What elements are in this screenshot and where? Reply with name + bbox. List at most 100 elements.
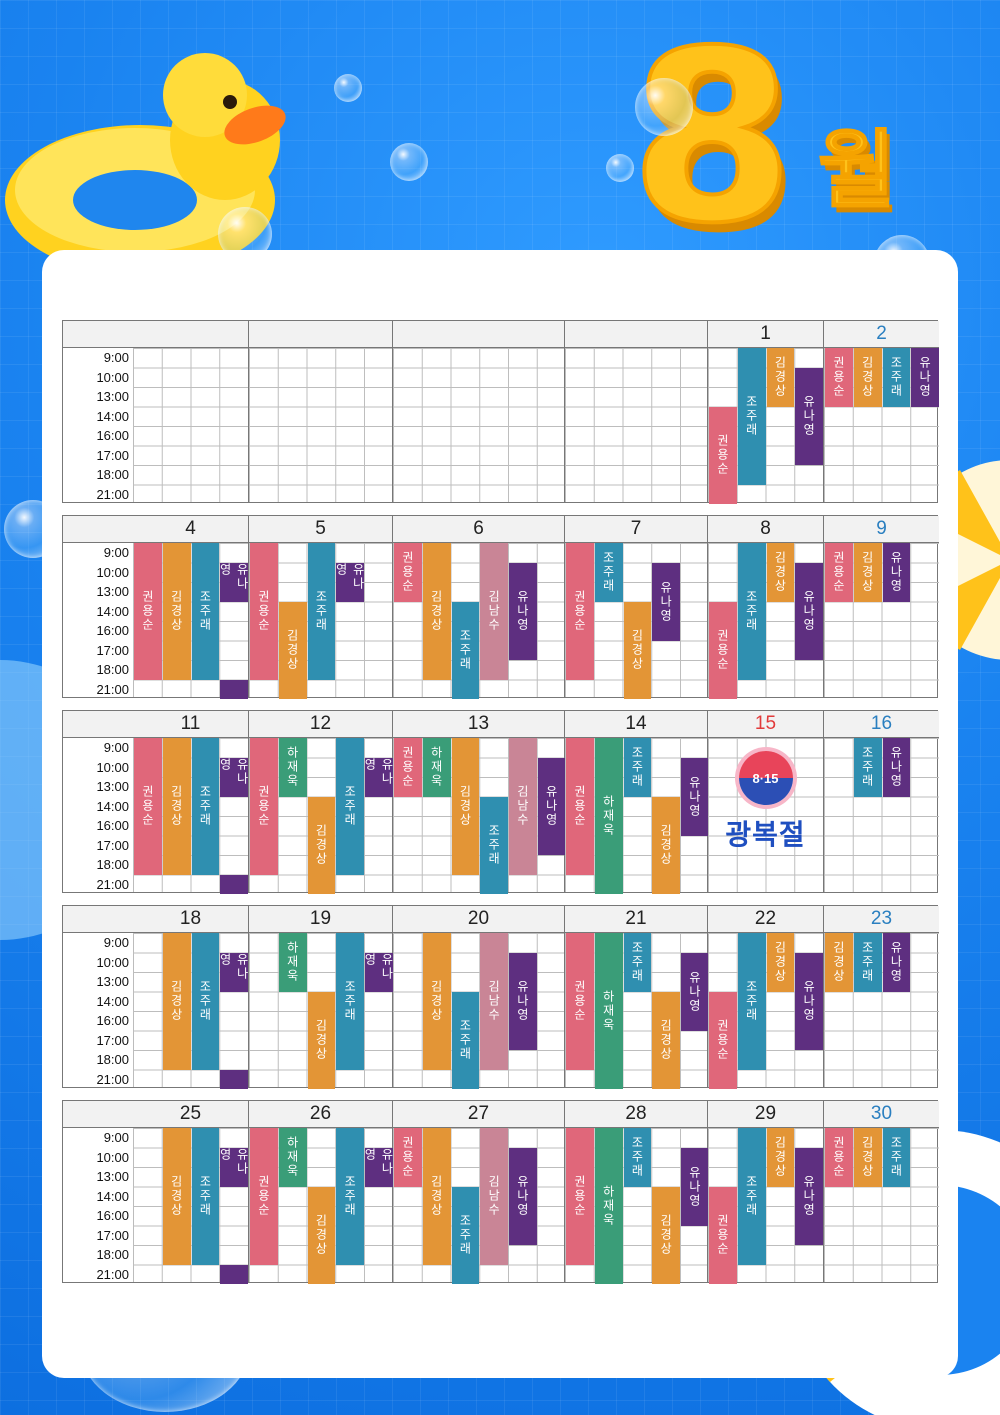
shift-bar[interactable]: 권용순 — [250, 543, 278, 680]
shift-bar[interactable]: 유나영 — [882, 543, 911, 602]
shift-bar[interactable]: 조주래 — [336, 738, 364, 875]
shift-bar[interactable]: 김경상 — [766, 348, 795, 407]
shift-bar[interactable]: 유나영 — [795, 367, 823, 465]
shift-bar[interactable]: 권용순 — [250, 1128, 278, 1265]
shift-bar[interactable]: 김경상 — [307, 796, 336, 894]
shift-bar[interactable]: 권용순 — [394, 1128, 422, 1187]
shift-bar[interactable]: 김경상 — [766, 933, 795, 992]
shift-bar[interactable]: 김경상 — [162, 738, 191, 875]
shift-bar[interactable]: 김경상 — [162, 543, 191, 680]
shift-bar[interactable]: 하재욱 — [278, 738, 307, 797]
shift-bar[interactable]: 김경상 — [766, 543, 795, 602]
shift-bar[interactable] — [220, 874, 248, 894]
shift-bar[interactable]: 권용순 — [709, 406, 737, 504]
shift-bar[interactable]: 김경상 — [766, 1128, 795, 1187]
shift-bar[interactable] — [220, 679, 248, 699]
shift-bar[interactable]: 하재욱 — [278, 1128, 307, 1187]
shift-bar[interactable]: 조주래 — [336, 933, 364, 1070]
shift-bar[interactable]: 권용순 — [566, 933, 594, 1070]
shift-bar[interactable]: 하재욱 — [278, 933, 307, 992]
shift-bar[interactable]: 유나영 — [509, 562, 537, 660]
shift-bar[interactable]: 권용순 — [566, 543, 594, 680]
shift-bar[interactable]: 유나영 — [363, 757, 394, 797]
shift-bar[interactable]: 김남수 — [480, 543, 508, 680]
shift-bar[interactable]: 권용순 — [250, 738, 278, 875]
shift-bar[interactable]: 유나영 — [218, 952, 249, 992]
shift-bar[interactable]: 조주래 — [737, 348, 766, 485]
shift-bar[interactable]: 조주래 — [737, 933, 766, 1070]
shift-bar[interactable]: 권용순 — [709, 991, 737, 1089]
shift-bar[interactable]: 조주래 — [451, 601, 480, 699]
shift-bar[interactable]: 김경상 — [422, 1128, 451, 1265]
shift-bar[interactable]: 김경상 — [652, 796, 680, 894]
shift-bar[interactable]: 김경상 — [825, 933, 853, 992]
shift-bar[interactable]: 조주래 — [191, 1128, 220, 1265]
shift-bar[interactable]: 권용순 — [134, 543, 162, 680]
shift-bar[interactable]: 유나영 — [509, 952, 537, 1050]
shift-bar[interactable]: 조주래 — [737, 1128, 766, 1265]
shift-bar[interactable]: 하재욱 — [594, 738, 623, 894]
shift-bar[interactable]: 조주래 — [623, 933, 652, 992]
shift-bar[interactable]: 김경상 — [652, 991, 680, 1089]
shift-bar[interactable]: 조주래 — [191, 933, 220, 1070]
shift-bar[interactable]: 조주래 — [853, 933, 882, 992]
shift-bar[interactable]: 권용순 — [825, 1128, 853, 1187]
shift-bar[interactable]: 권용순 — [394, 543, 422, 602]
shift-bar[interactable]: 김경상 — [623, 601, 652, 699]
shift-bar[interactable]: 유나영 — [795, 1147, 823, 1245]
shift-bar[interactable]: 유나영 — [218, 562, 249, 602]
shift-bar[interactable]: 권용순 — [134, 738, 162, 875]
shift-bar[interactable]: 조주래 — [451, 991, 480, 1089]
shift-bar[interactable]: 유나영 — [911, 348, 939, 407]
shift-bar[interactable]: 권용순 — [566, 1128, 594, 1265]
shift-bar[interactable]: 하재욱 — [594, 1128, 623, 1284]
shift-bar[interactable]: 김경상 — [652, 1186, 680, 1284]
shift-bar[interactable]: 유나영 — [363, 952, 394, 992]
shift-bar[interactable]: 유나영 — [218, 757, 249, 797]
shift-bar[interactable]: 권용순 — [709, 601, 737, 699]
shift-bar[interactable]: 유나영 — [681, 757, 709, 836]
shift-bar[interactable] — [220, 1264, 248, 1284]
shift-bar[interactable]: 조주래 — [451, 1186, 480, 1284]
shift-bar[interactable]: 김남수 — [480, 933, 508, 1070]
shift-bar[interactable] — [220, 1069, 248, 1089]
shift-bar[interactable]: 김남수 — [509, 738, 537, 875]
shift-bar[interactable]: 권용순 — [825, 348, 853, 407]
shift-bar[interactable]: 권용순 — [394, 738, 422, 797]
shift-bar[interactable]: 김경상 — [422, 543, 451, 680]
shift-bar[interactable]: 조주래 — [737, 543, 766, 680]
shift-bar[interactable]: 조주래 — [882, 348, 911, 407]
shift-bar[interactable]: 하재욱 — [594, 933, 623, 1089]
shift-bar[interactable]: 김경상 — [422, 933, 451, 1070]
shift-bar[interactable]: 조주래 — [882, 1128, 911, 1187]
shift-bar[interactable]: 조주래 — [336, 1128, 364, 1265]
shift-bar[interactable]: 권용순 — [566, 738, 594, 875]
shift-bar[interactable]: 조주래 — [191, 738, 220, 875]
shift-bar[interactable]: 조주래 — [623, 1128, 652, 1187]
shift-bar[interactable]: 권용순 — [825, 543, 853, 602]
shift-bar[interactable]: 유나영 — [509, 1147, 537, 1245]
shift-bar[interactable]: 김경상 — [853, 543, 882, 602]
shift-bar[interactable]: 김경상 — [307, 1186, 336, 1284]
shift-bar[interactable]: 김경상 — [162, 933, 191, 1070]
shift-bar[interactable]: 유나영 — [882, 738, 911, 797]
shift-bar[interactable]: 조주래 — [594, 543, 623, 602]
shift-bar[interactable]: 유나영 — [882, 933, 911, 992]
shift-bar[interactable]: 김경상 — [853, 348, 882, 407]
shift-bar[interactable]: 조주래 — [853, 738, 882, 797]
shift-bar[interactable]: 유나영 — [795, 952, 823, 1050]
shift-bar[interactable]: 김경상 — [162, 1128, 191, 1265]
shift-bar[interactable]: 권용순 — [709, 1186, 737, 1284]
shift-bar[interactable]: 조주래 — [480, 796, 508, 894]
shift-bar[interactable]: 유나영 — [218, 1147, 249, 1187]
shift-bar[interactable]: 유나영 — [681, 952, 709, 1031]
shift-bar[interactable]: 유나영 — [537, 757, 566, 855]
shift-bar[interactable]: 김경상 — [451, 738, 480, 875]
shift-bar[interactable]: 하재욱 — [422, 738, 451, 797]
shift-bar[interactable]: 김남수 — [480, 1128, 508, 1265]
shift-bar[interactable]: 김경상 — [307, 991, 336, 1089]
shift-bar[interactable]: 유나영 — [652, 562, 680, 641]
shift-bar[interactable]: 조주래 — [307, 543, 336, 680]
shift-bar[interactable]: 조주래 — [623, 738, 652, 797]
shift-bar[interactable]: 김경상 — [853, 1128, 882, 1187]
